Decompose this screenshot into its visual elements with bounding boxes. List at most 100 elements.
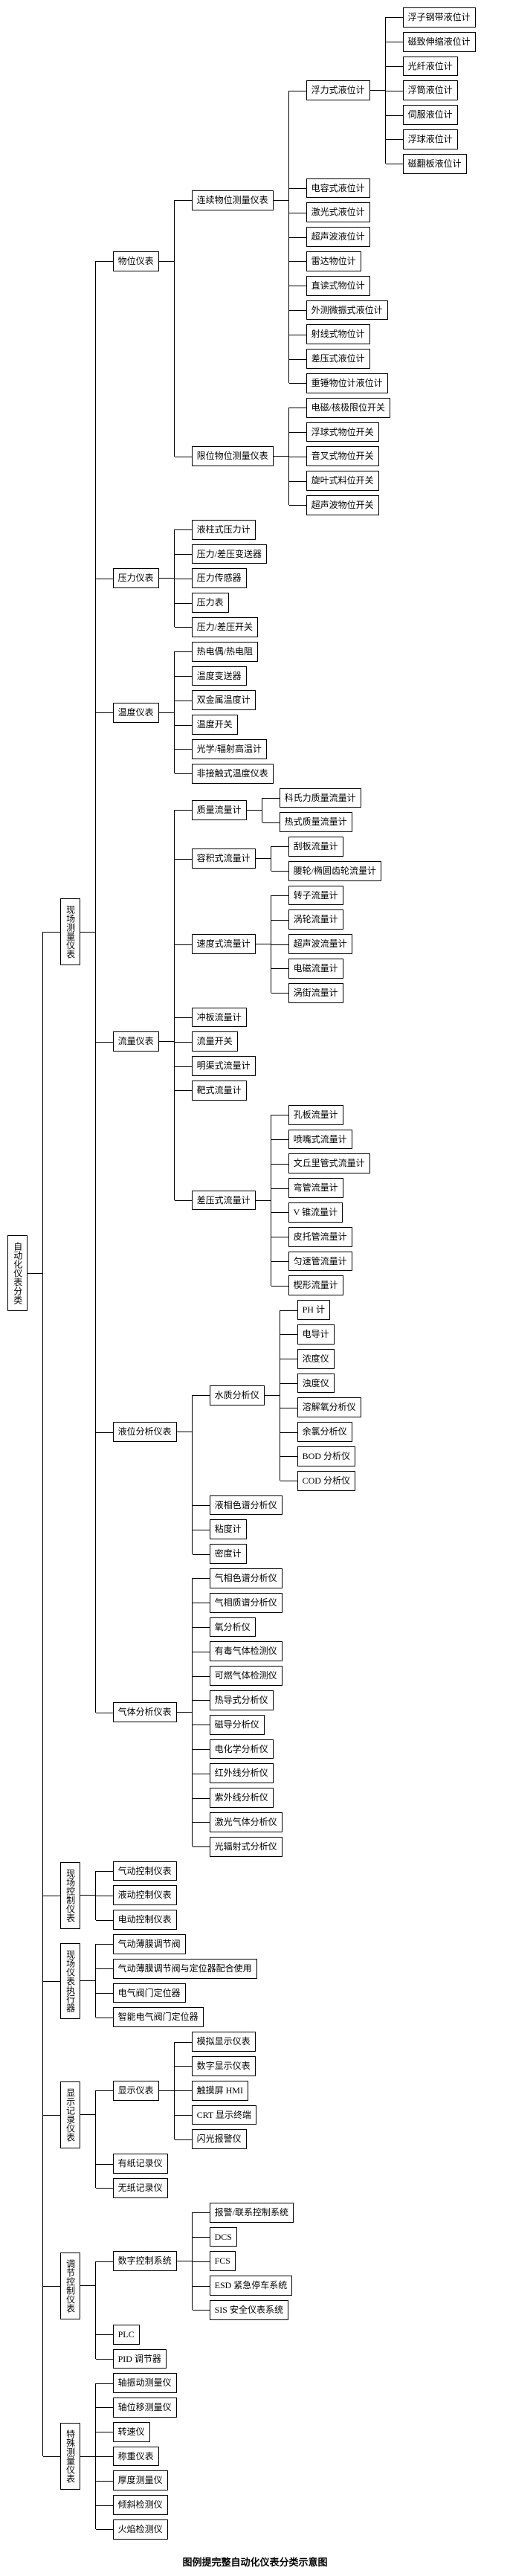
tree-node: DCS <box>210 2227 237 2247</box>
connector <box>80 1895 95 1896</box>
tree-node: 气体分析仪表 <box>113 1702 177 1722</box>
children-group: 孔板流量计喷嘴式流量计文丘里管式流量计弯管流量计V 锥流量计皮托管流量计匀速管流… <box>288 1105 370 1295</box>
connector <box>80 2114 95 2115</box>
tree-node: 超声波物位开关 <box>306 495 379 515</box>
child-row: 浓度仪 <box>297 1349 361 1369</box>
child-row: 闪光报警仪 <box>192 2129 256 2149</box>
tree-branch: 皮托管流量计 <box>288 1227 352 1247</box>
tree-branch: 报警/联系控制系统 <box>210 2203 294 2223</box>
connector <box>256 858 271 859</box>
tree-node: PLC <box>113 2325 140 2345</box>
tree-branch: 触摸屏 HMI <box>192 2081 248 2101</box>
tree-node: 压力传感器 <box>192 568 247 588</box>
child-row: 明渠式流量计 <box>192 1056 381 1076</box>
connector <box>159 2090 174 2091</box>
tree-node: 倾斜检测仪 <box>113 2495 168 2515</box>
tree-branch: 涡街流量计 <box>288 983 343 1003</box>
tree-node: 浮筒液位计 <box>403 80 458 100</box>
tree-branch: 称重仪表 <box>113 2447 159 2467</box>
child-row: 伺服液位计 <box>403 105 476 125</box>
tree-node: 音叉式物位开关 <box>306 446 379 466</box>
tree-branch: 转速仪 <box>113 2422 150 2442</box>
tree-node: 热电偶/热电阻 <box>192 642 258 662</box>
tree-branch: 旋叶式料位开关 <box>306 471 379 491</box>
tree-node: 有纸记录仪 <box>113 2154 168 2174</box>
tree-node: 调节控制仪表 <box>60 2253 80 2319</box>
children-group: PH 计电导计浓度仪浊度仪溶解氧分析仪余氯分析仪BOD 分析仪COD 分析仪 <box>297 1300 361 1490</box>
tree-branch: 外测微振式液位计 <box>306 300 388 321</box>
tree-branch: 自动化仪表分类现场测量仪表物位仪表连续物位测量仪表浮力式液位计浮子钢带液位计磁致… <box>7 7 476 2540</box>
tree-node: 现场仪表执行器 <box>60 1943 80 2019</box>
child-row: 雷达物位计 <box>306 251 476 271</box>
child-row: 差压式液位计 <box>306 349 476 369</box>
child-row: 压力表 <box>192 593 267 613</box>
child-row: PID 调节器 <box>113 2349 294 2369</box>
tree-branch: 速度式流量计转子流量计涡轮流量计超声波流量计电磁流量计涡街流量计 <box>192 886 352 1003</box>
child-row: 溶解氧分析仪 <box>297 1397 361 1417</box>
children-group: 连续物位测量仪表浮力式液位计浮子钢带液位计磁致伸缩液位计光纤液位计浮筒液位计伺服… <box>192 7 476 515</box>
tree-branch: 光学/辐射高温计 <box>192 739 267 759</box>
tree-node: 科氏力质量流量计 <box>280 788 361 808</box>
child-row: 光纤液位计 <box>403 57 476 77</box>
child-row: 氧分析仪 <box>210 1617 283 1638</box>
child-row: 连续物位测量仪表浮力式液位计浮子钢带液位计磁致伸缩液位计光纤液位计浮筒液位计伺服… <box>192 7 476 393</box>
connector <box>80 2456 95 2457</box>
child-row: 温度开关 <box>192 715 274 735</box>
child-row: 刮板流量计 <box>288 837 381 857</box>
tree-node: 容积式流量计 <box>192 849 256 869</box>
child-row: 涡街流量计 <box>288 983 352 1003</box>
child-row: 智能电气阀门定位器 <box>113 2007 257 2027</box>
tree-branch: 靶式流量计 <box>192 1081 247 1101</box>
tree-branch: 涡轮流量计 <box>288 909 343 930</box>
child-row: 密度计 <box>210 1544 361 1564</box>
tree-branch: 液动控制仪表 <box>113 1885 177 1905</box>
child-row: 转速仪 <box>113 2422 177 2442</box>
tree-node: 浮球液位计 <box>403 129 458 149</box>
tree-node: 重锤物位计液位计 <box>306 373 388 393</box>
child-row: 现场控制仪表气动控制仪表液动控制仪表电动控制仪表 <box>60 1861 476 1930</box>
child-row: 激光式液位计 <box>306 202 476 222</box>
tree-branch: 数字显示仪表 <box>192 2056 256 2076</box>
tree-node: 温度变送器 <box>192 666 247 686</box>
connector <box>274 456 288 457</box>
children-group: 电磁/核极限位开关浮球式物位开关音叉式物位开关旋叶式料位开关超声波物位开关 <box>306 398 390 515</box>
child-row: 靶式流量计 <box>192 1081 381 1101</box>
child-row: FCS <box>210 2251 294 2271</box>
tree-node: 电动控制仪表 <box>113 1910 177 1930</box>
tree-branch: PID 调节器 <box>113 2349 167 2369</box>
tree-branch: 现场仪表执行器气动薄膜调节阀气动薄膜调节阀与定位器配合使用电气阀门定位器智能电气… <box>60 1934 257 2027</box>
child-row: 粘度计 <box>210 1519 361 1539</box>
tree-branch: 限位物位测量仪表电磁/核极限位开关浮球式物位开关音叉式物位开关旋叶式料位开关超声… <box>192 398 390 515</box>
tree-branch: 伺服液位计 <box>403 105 458 125</box>
tree-node: 超声波液位计 <box>306 227 370 247</box>
connector <box>370 90 385 91</box>
tree-branch: 温度开关 <box>192 715 238 735</box>
tree-node: 浓度仪 <box>297 1349 335 1369</box>
tree-branch: 浮子钢带液位计 <box>403 7 476 28</box>
tree-branch: 压力表 <box>192 593 229 613</box>
tree-node: 直读式物位计 <box>306 276 370 296</box>
child-row: 速度式流量计转子流量计涡轮流量计超声波流量计电磁流量计涡街流量计 <box>192 886 381 1003</box>
tree-branch: 非接触式温度仪表 <box>192 764 274 784</box>
tree-branch: 现场控制仪表气动控制仪表液动控制仪表电动控制仪表 <box>60 1861 177 1930</box>
child-row: 转子流量计 <box>288 886 352 906</box>
child-row: 火焰检测仪 <box>113 2519 177 2540</box>
children-group: 科氏力质量流量计热式质量流量计 <box>280 788 361 833</box>
tree-branch: 电磁/核极限位开关 <box>306 398 390 418</box>
tree-node: 液柱式压力计 <box>192 520 256 540</box>
tree-branch: 浮球液位计 <box>403 129 458 149</box>
child-row: 匀速管流量计 <box>288 1252 370 1272</box>
tree-node: 物位仪表 <box>113 251 159 271</box>
children-group: 水质分析仪PH 计电导计浓度仪浊度仪溶解氧分析仪余氯分析仪BOD 分析仪COD … <box>210 1300 361 1564</box>
child-row: 轴位移测量仪 <box>113 2398 177 2418</box>
tree-node: 流量仪表 <box>113 1031 159 1052</box>
child-row: 超声波流量计 <box>288 934 352 954</box>
child-row: 无纸记录仪 <box>113 2178 256 2198</box>
child-row: 热电偶/热电阻 <box>192 642 274 662</box>
child-row: 显示记录仪表显示仪表模拟显示仪表数字显示仪表触摸屏 HMICRT 显示终端闪光报… <box>60 2032 476 2198</box>
tree-branch: 闪光报警仪 <box>192 2129 247 2149</box>
connector <box>80 2285 95 2286</box>
tree-branch: 电动控制仪表 <box>113 1910 177 1930</box>
tree-branch: 热式质量流量计 <box>280 812 352 832</box>
child-row: 水质分析仪PH 计电导计浓度仪浊度仪溶解氧分析仪余氯分析仪BOD 分析仪COD … <box>210 1300 361 1490</box>
